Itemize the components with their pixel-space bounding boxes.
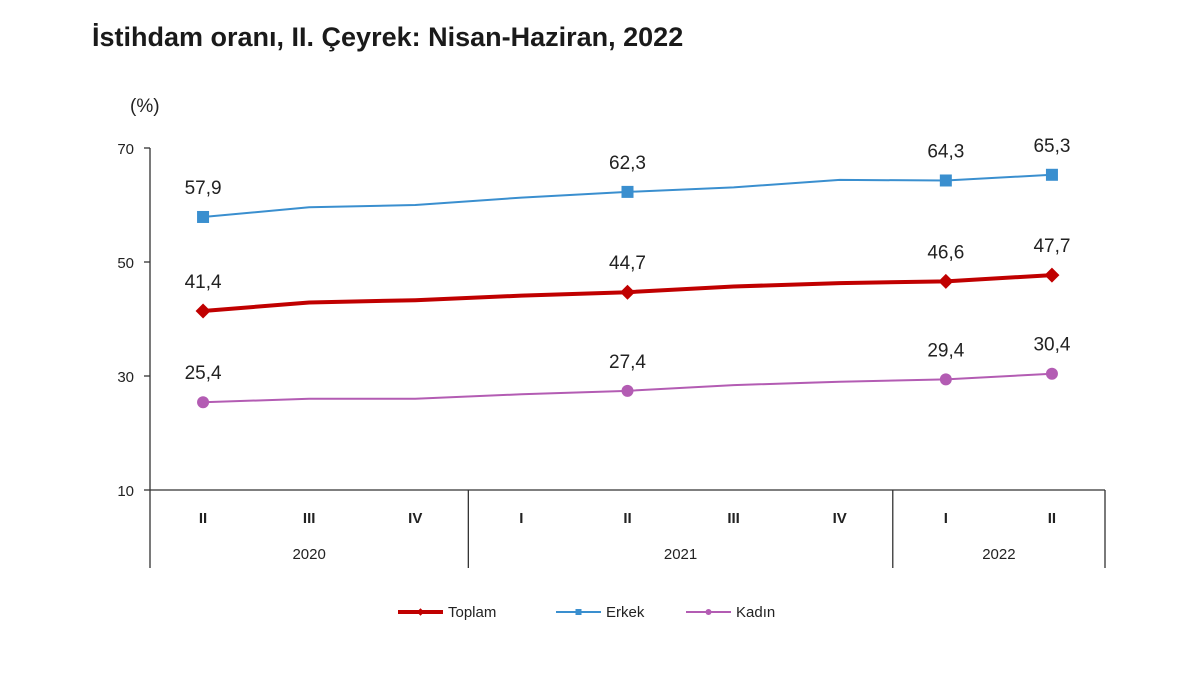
data-label: 57,9 <box>185 178 222 199</box>
quarter-label: II <box>199 510 207 527</box>
year-label: 2021 <box>664 546 697 563</box>
data-label: 64,3 <box>927 141 964 162</box>
quarter-label: II <box>623 510 631 527</box>
data-point <box>938 273 954 289</box>
data-label: 27,4 <box>609 352 646 373</box>
y-tick-label: 50 <box>117 255 134 272</box>
data-label: 25,4 <box>185 363 222 384</box>
quarter-label: IV <box>408 510 422 527</box>
y-tick-label: 30 <box>117 369 134 386</box>
series-toplam: 41,4 44,7 46,6 47,7 <box>185 236 1070 319</box>
year-label: 2020 <box>292 546 325 563</box>
quarter-label: I <box>519 510 523 527</box>
data-point <box>939 174 952 187</box>
data-point <box>1045 367 1058 380</box>
data-label: 47,7 <box>1033 236 1070 257</box>
series-erkek: 57,9 62,3 64,3 65,3 <box>185 136 1070 223</box>
quarter-label: I <box>944 510 948 527</box>
data-point <box>197 396 210 409</box>
legend-item-kadın: Kadın <box>686 604 775 621</box>
legend-label: Erkek <box>606 604 645 621</box>
series-kadın: 25,4 27,4 29,4 30,4 <box>185 335 1071 409</box>
year-label: 2022 <box>982 546 1015 563</box>
data-point <box>575 609 582 615</box>
data-label: 46,6 <box>927 242 964 263</box>
y-tick-label: 70 <box>117 141 134 158</box>
data-point <box>195 303 211 319</box>
data-point <box>939 373 952 386</box>
data-point <box>705 609 712 615</box>
legend-item-erkek: Erkek <box>556 604 645 621</box>
data-label: 30,4 <box>1033 335 1070 356</box>
data-label: 62,3 <box>609 153 646 174</box>
data-label: 65,3 <box>1033 136 1070 157</box>
quarter-label: III <box>727 510 740 527</box>
y-axis-label: (%) <box>130 96 160 117</box>
chart-title: İstihdam oranı, II. Çeyrek: Nisan-Hazira… <box>92 22 684 52</box>
data-point <box>197 210 210 223</box>
legend-label: Kadın <box>736 604 775 621</box>
data-point <box>416 608 425 616</box>
quarter-label: II <box>1048 510 1056 527</box>
data-label: 41,4 <box>185 272 222 293</box>
data-point <box>620 284 635 300</box>
data-point <box>621 384 634 397</box>
data-point <box>1045 168 1058 181</box>
data-point <box>1044 267 1060 283</box>
y-tick-label: 10 <box>117 483 134 500</box>
legend-item-toplam: Toplam <box>398 604 496 621</box>
data-label: 29,4 <box>927 340 964 361</box>
legend-label: Toplam <box>448 604 496 621</box>
data-label: 44,7 <box>609 253 646 274</box>
quarter-label: III <box>303 510 316 527</box>
data-point <box>621 185 634 198</box>
quarter-label: IV <box>833 510 847 527</box>
